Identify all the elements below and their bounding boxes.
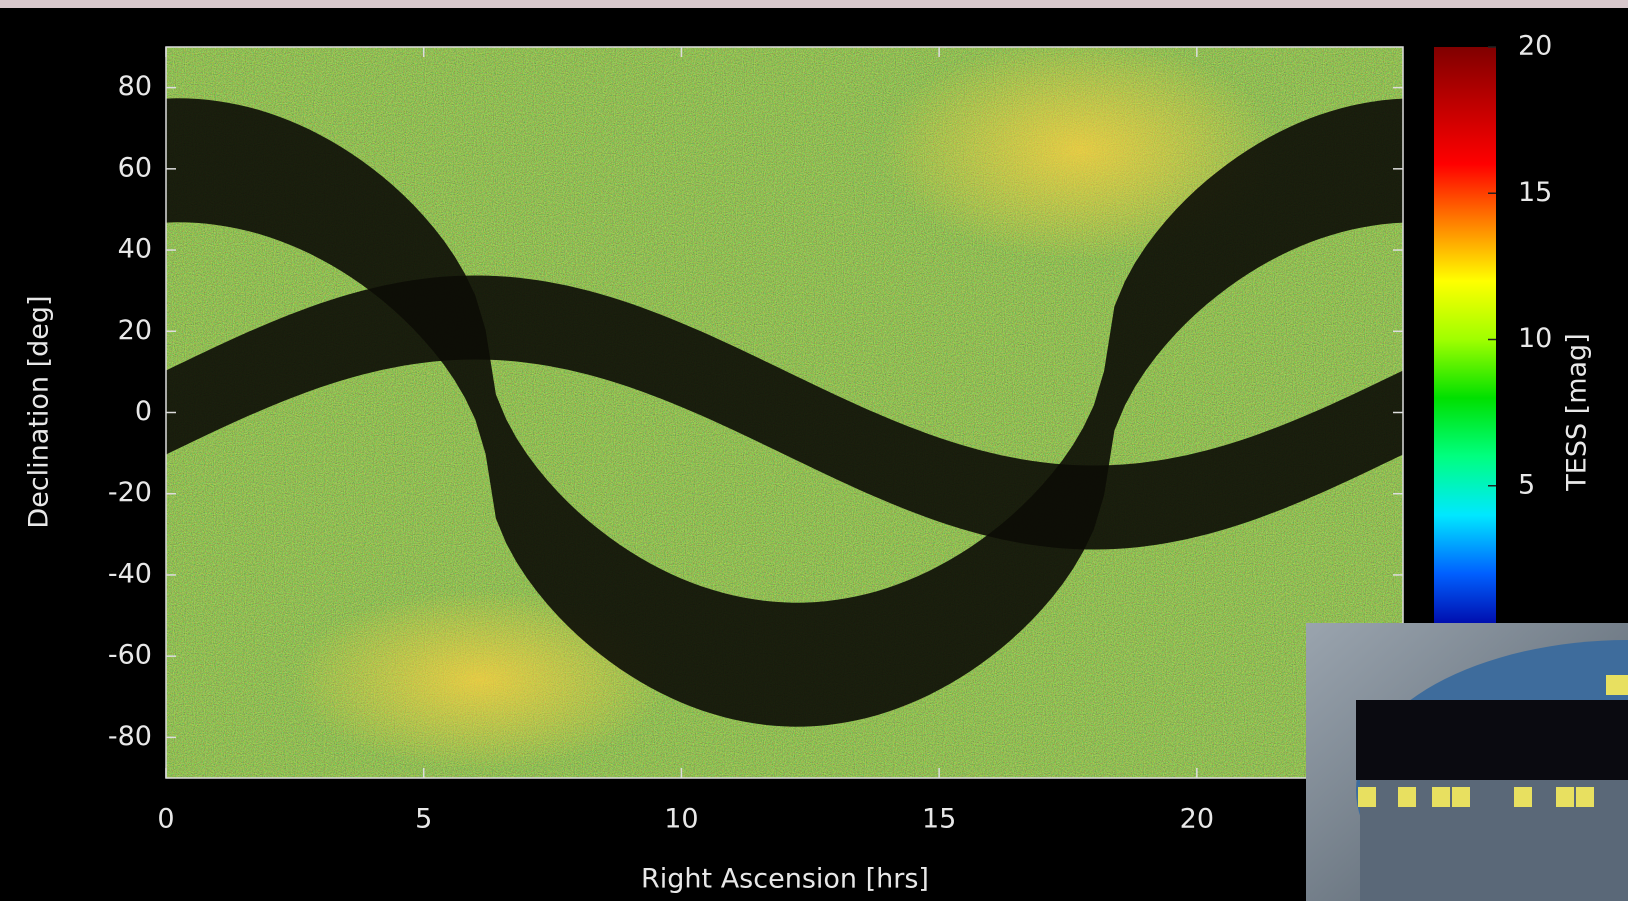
colorbar-tick-label: 5 bbox=[1518, 469, 1535, 500]
y-tick-label: -20 bbox=[108, 477, 152, 508]
inset-markers bbox=[1358, 675, 1628, 807]
top-strip bbox=[0, 0, 1628, 8]
colorbar-label: TESS [mag] bbox=[1562, 333, 1593, 491]
y-tick-label: -40 bbox=[108, 558, 152, 589]
colorbar-tick-label: 10 bbox=[1518, 323, 1552, 354]
gap-band bbox=[166, 98, 1403, 727]
y-tick-label: 80 bbox=[118, 71, 152, 102]
colorbar-tick-label: 20 bbox=[1518, 31, 1552, 62]
x-tick-label: 10 bbox=[664, 804, 698, 835]
x-tick-label: 20 bbox=[1180, 804, 1214, 835]
y-axis-label: Declination [deg] bbox=[24, 295, 55, 528]
x-tick-label: 0 bbox=[157, 804, 174, 835]
glow bbox=[290, 590, 670, 770]
plot-area bbox=[166, 47, 1403, 778]
inset-band bbox=[1356, 700, 1628, 780]
x-tick-label: 5 bbox=[415, 804, 432, 835]
y-tick-label: -80 bbox=[108, 721, 152, 752]
colorbar bbox=[1434, 47, 1496, 632]
y-tick-label: 60 bbox=[118, 152, 152, 183]
y-tick-label: 0 bbox=[135, 396, 152, 427]
x-tick-label: 15 bbox=[922, 804, 956, 835]
colorbar-tick-label: 15 bbox=[1518, 177, 1552, 208]
inset-image bbox=[1306, 623, 1628, 901]
x-axis-label: Right Ascension [hrs] bbox=[641, 864, 929, 895]
y-tick-label: -60 bbox=[108, 640, 152, 671]
y-tick-label: 40 bbox=[118, 234, 152, 265]
y-tick-label: 20 bbox=[118, 315, 152, 346]
